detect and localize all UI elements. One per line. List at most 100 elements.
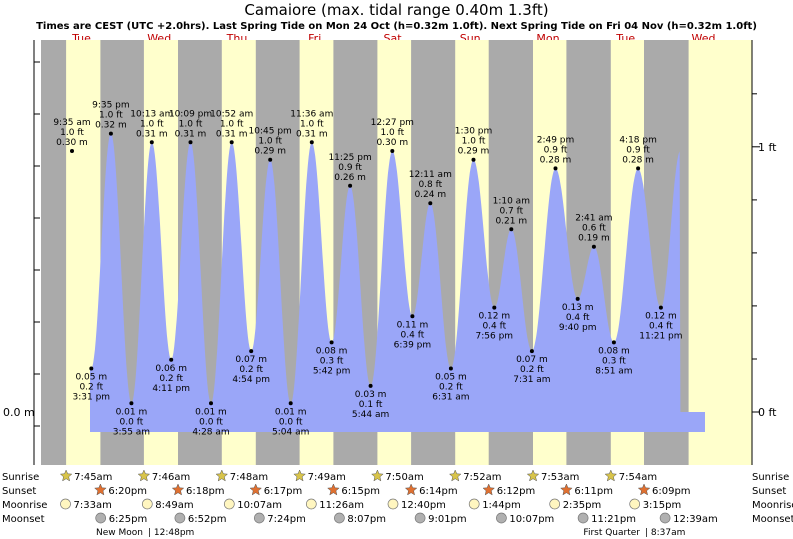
tide-label: 5:42 pm bbox=[313, 366, 351, 376]
tide-dot bbox=[169, 357, 174, 362]
tide-dot bbox=[329, 340, 334, 345]
moonset-time: 10:07pm bbox=[509, 514, 554, 525]
tide-dot bbox=[188, 140, 193, 145]
tide-label: 4:54 pm bbox=[232, 375, 270, 385]
tide-label: 11:25 pm bbox=[328, 153, 371, 163]
tide-label: 0.29 m bbox=[254, 147, 286, 157]
tide-label: 0.8 ft bbox=[418, 180, 442, 190]
tide-label: 7:56 pm bbox=[476, 332, 514, 342]
moonset-icon bbox=[334, 512, 345, 524]
y-axis-right-label: 1 ft bbox=[758, 141, 777, 154]
high-tide-point: 2:41 am0.6 ft0.19 m bbox=[575, 214, 613, 249]
moonrise-icon bbox=[549, 498, 561, 510]
tide-label: 0.31 m bbox=[175, 129, 207, 139]
tide-label: 10:52 am bbox=[210, 109, 253, 119]
moonset-icon bbox=[577, 512, 589, 524]
tide-dot bbox=[108, 131, 113, 136]
high-tide-point: 12:27 pm1.0 ft0.30 m bbox=[371, 118, 414, 153]
sunset-time: 6:11pm bbox=[574, 486, 613, 497]
tide-label: 0.9 ft bbox=[626, 145, 650, 155]
row-label-right: Sunrise bbox=[752, 472, 789, 483]
tide-label: 0.08 m bbox=[316, 346, 348, 356]
sunset-event: 6:14pm bbox=[404, 483, 458, 497]
tide-label: 1.0 ft bbox=[258, 137, 282, 147]
moon-phases: New Moon | 12:48pm First Quarter | 8:37am bbox=[96, 528, 685, 538]
high-tide-point: 9:35 pm1.0 ft0.32 m bbox=[92, 101, 130, 136]
tide-label: 7:31 am bbox=[513, 375, 550, 385]
sunset-icon bbox=[482, 483, 496, 496]
tide-label: 0.2 ft bbox=[159, 374, 183, 384]
tide-label: 0.0 ft bbox=[199, 417, 223, 427]
tide-label: 3:55 am bbox=[113, 427, 150, 437]
tide-dot bbox=[428, 201, 433, 206]
moonset-time: 12:39am bbox=[673, 514, 718, 525]
moonrise-icon bbox=[387, 498, 399, 510]
sunset-time: 6:12pm bbox=[497, 486, 536, 497]
tide-dot bbox=[509, 227, 514, 232]
sunrise-icon bbox=[526, 469, 540, 482]
moonrise-time: 2:35pm bbox=[563, 500, 602, 511]
moonrise-event: 1:44pm bbox=[468, 498, 521, 511]
tide-label: 5:04 am bbox=[272, 427, 309, 437]
moonset-event: 6:25pm bbox=[95, 512, 148, 525]
moonset-icon bbox=[95, 512, 107, 524]
tide-label: 0.30 m bbox=[376, 138, 408, 148]
sunrise-icon bbox=[293, 469, 306, 482]
sunset-icon bbox=[560, 483, 573, 496]
tide-label: 1.0 ft bbox=[300, 119, 324, 129]
tide-label: 10:13 am bbox=[130, 109, 173, 119]
moonset-time: 6:52pm bbox=[188, 514, 227, 525]
moonset-icon bbox=[659, 512, 671, 524]
tide-label: 0.29 m bbox=[458, 147, 490, 157]
sunset-event: 6:12pm bbox=[482, 483, 536, 497]
tide-label: 0.0 ft bbox=[279, 417, 303, 427]
sunset-time: 6:17pm bbox=[264, 486, 303, 497]
moonset-time: 8:07pm bbox=[347, 514, 386, 525]
high-tide-point: 9:35 am1.0 ft0.30 m bbox=[53, 118, 91, 153]
sunrise-event: 7:49am bbox=[293, 469, 346, 483]
tide-label: 0.12 m bbox=[478, 312, 510, 322]
moon-phase-label: First Quarter bbox=[583, 528, 640, 538]
tide-label: 9:35 am bbox=[53, 118, 90, 128]
astro-rows: Sunrise Sunrise Sunset Sunset Moonrise Moonri… bbox=[2, 469, 793, 525]
moonset-event: 10:07pm bbox=[496, 512, 554, 525]
moonrise-time: 1:44pm bbox=[482, 500, 521, 511]
moonset-event: 12:39am bbox=[659, 512, 718, 525]
tide-points: 9:35 am1.0 ft0.30 m0.05 m0.2 ft3:31 pm9:… bbox=[53, 101, 682, 438]
tide-label: 3:31 pm bbox=[73, 393, 111, 403]
tide-dot bbox=[309, 140, 314, 145]
tide-label: 0.9 ft bbox=[544, 145, 568, 155]
tide-label: 0.07 m bbox=[235, 355, 267, 365]
moonset-icon bbox=[414, 512, 426, 524]
tide-label: 0.28 m bbox=[622, 155, 654, 165]
tide-label: 0.13 m bbox=[562, 303, 594, 313]
tide-dot bbox=[410, 314, 415, 319]
sunset-icon bbox=[171, 483, 185, 496]
sunrise-time: 7:53am bbox=[541, 472, 579, 483]
low-tide-point: 0.03 m0.1 ft5:44 am bbox=[352, 383, 389, 420]
moonrise-event: 3:15pm bbox=[629, 498, 681, 511]
moonrise-icon bbox=[223, 498, 235, 510]
tide-label: 0.7 ft bbox=[499, 206, 523, 216]
tide-area bbox=[90, 133, 705, 432]
tide-label: 0.1 ft bbox=[359, 400, 383, 410]
tide-label: 0.2 ft bbox=[239, 365, 263, 375]
chart-title: Camaiore (max. tidal range 0.40m 1.3ft) bbox=[244, 1, 548, 19]
tide-label: 2:41 am bbox=[575, 214, 612, 224]
tide-dot bbox=[209, 401, 213, 406]
sunrise-icon bbox=[137, 469, 151, 482]
moonset-time: 9:01pm bbox=[428, 514, 467, 525]
tide-dot bbox=[229, 140, 234, 145]
sunrise-time: 7:54am bbox=[619, 472, 657, 483]
tide-dot bbox=[149, 140, 154, 145]
high-tide-point: 12:11 am0.8 ft0.24 m bbox=[409, 170, 452, 206]
tide-label: 0.32 m bbox=[95, 121, 127, 131]
moon-phase-label: New Moon bbox=[96, 528, 143, 538]
tide-label: 0.05 m bbox=[75, 373, 107, 383]
moonset-time: 6:25pm bbox=[109, 514, 148, 525]
low-tide-point: 0.06 m0.2 ft4:11 pm bbox=[152, 357, 190, 394]
tide-dot bbox=[448, 366, 453, 371]
tide-label: 1.0 ft bbox=[179, 119, 203, 129]
moon-phase-time: | 8:37am bbox=[645, 528, 685, 538]
tide-label: 12:11 am bbox=[409, 170, 452, 180]
